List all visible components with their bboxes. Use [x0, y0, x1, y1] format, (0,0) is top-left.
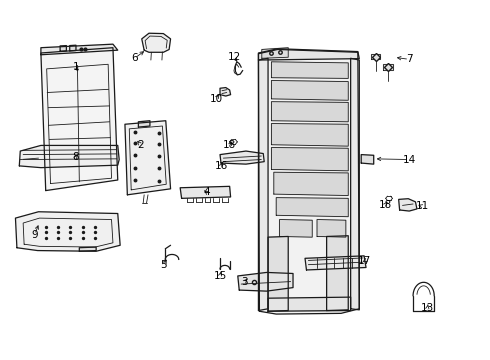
Text: 11: 11	[416, 202, 429, 211]
Polygon shape	[41, 48, 118, 190]
Text: 12: 12	[228, 52, 241, 62]
Polygon shape	[276, 198, 348, 217]
Polygon shape	[19, 145, 119, 168]
Polygon shape	[351, 58, 359, 310]
Polygon shape	[268, 237, 288, 311]
Text: 3: 3	[241, 277, 247, 287]
Polygon shape	[142, 33, 171, 52]
Polygon shape	[305, 256, 366, 270]
Polygon shape	[271, 123, 348, 146]
Text: 7: 7	[406, 54, 413, 64]
Polygon shape	[41, 44, 118, 55]
Text: 1: 1	[73, 62, 79, 72]
Text: 4: 4	[203, 187, 210, 197]
Polygon shape	[271, 148, 348, 171]
Polygon shape	[258, 49, 359, 314]
Text: 18: 18	[379, 200, 392, 210]
Polygon shape	[280, 220, 312, 237]
Polygon shape	[262, 48, 288, 58]
Text: 17: 17	[358, 256, 371, 266]
Polygon shape	[220, 87, 231, 96]
Polygon shape	[180, 186, 231, 198]
Polygon shape	[258, 49, 359, 60]
Polygon shape	[220, 151, 264, 164]
Polygon shape	[271, 81, 348, 100]
Polygon shape	[327, 236, 348, 311]
Polygon shape	[271, 102, 348, 122]
Polygon shape	[268, 297, 351, 311]
Polygon shape	[271, 62, 348, 78]
Text: 13: 13	[421, 303, 434, 313]
Polygon shape	[258, 58, 268, 311]
Text: 18: 18	[223, 140, 236, 150]
Text: 8: 8	[73, 152, 79, 162]
Polygon shape	[125, 121, 171, 195]
Text: 2: 2	[137, 140, 144, 150]
Polygon shape	[371, 54, 380, 59]
Polygon shape	[274, 172, 348, 195]
Text: 14: 14	[403, 154, 416, 165]
Text: 10: 10	[210, 94, 223, 104]
Polygon shape	[60, 46, 66, 51]
Polygon shape	[16, 212, 120, 251]
Text: 6: 6	[131, 53, 138, 63]
Text: 5: 5	[160, 260, 167, 270]
Polygon shape	[399, 199, 417, 211]
Polygon shape	[79, 247, 96, 251]
Polygon shape	[361, 154, 374, 164]
Polygon shape	[138, 121, 150, 127]
Text: 16: 16	[214, 161, 228, 171]
Polygon shape	[317, 220, 346, 237]
Text: 15: 15	[214, 271, 227, 281]
Polygon shape	[383, 64, 393, 70]
Polygon shape	[238, 273, 293, 291]
Polygon shape	[70, 45, 76, 51]
Text: 9: 9	[31, 230, 38, 240]
